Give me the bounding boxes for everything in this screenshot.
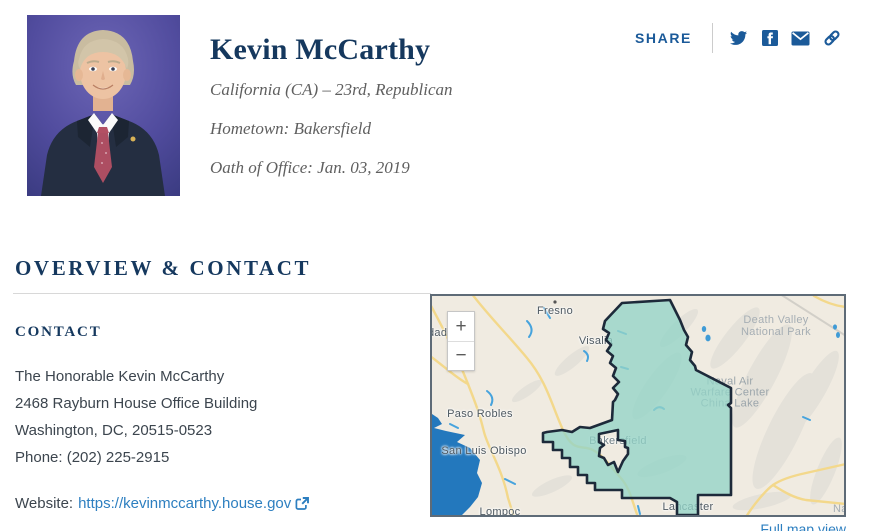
full-map-view-row: Full map view <box>430 521 846 531</box>
share-divider <box>712 23 713 53</box>
map-zoom-control: + − <box>447 311 475 371</box>
map-label-bakersfield: Bakersfield <box>589 435 647 447</box>
map-labels-layer: Fresno Visalia Paso Robles San Luis Obis… <box>432 296 844 515</box>
map-label-death-valley: Death Valley National Park <box>741 314 811 338</box>
external-link-icon <box>295 496 310 510</box>
ocean <box>432 414 482 515</box>
copy-link-icon[interactable] <box>823 29 841 47</box>
website-label: Website: <box>15 495 74 512</box>
map-label-nat-partial: Nat <box>833 503 844 515</box>
website-url[interactable]: https://kevinmccarthy.house.gov <box>78 495 292 512</box>
section-divider <box>13 293 431 294</box>
zoom-out-button[interactable]: − <box>448 341 474 370</box>
map-label-fresno: Fresno <box>536 305 574 317</box>
contact-address: The Honorable Kevin McCarthy 2468 Raybur… <box>15 363 257 471</box>
map-label-visalia: Visalia <box>578 335 614 347</box>
twitter-share-icon[interactable] <box>730 30 749 46</box>
district-map[interactable]: Fresno Visalia Paso Robles San Luis Obis… <box>430 294 846 517</box>
website-row: Website: https://kevinmccarthy.house.gov <box>15 495 310 512</box>
member-name: Kevin McCarthy <box>210 33 431 66</box>
naval-line3: China Lake <box>700 397 760 410</box>
map-label-san-luis-obispo: San Luis Obispo <box>441 445 527 457</box>
map-label-lancaster: Lancaster <box>662 501 714 513</box>
death-valley-line1: Death Valley <box>743 314 809 326</box>
address-line: 2468 Rayburn House Office Building <box>15 395 258 412</box>
map-label-paso-robles: Paso Robles <box>447 408 513 420</box>
map-label-lompoc: Lompoc <box>479 506 521 517</box>
zoom-in-button[interactable]: + <box>448 312 474 341</box>
facebook-share-icon[interactable] <box>762 30 778 46</box>
address-line: The Honorable Kevin McCarthy <box>15 368 225 385</box>
map-label-naval-air-warfare-center: Naval Air Warfare Center China Lake <box>691 376 770 410</box>
full-map-view-link[interactable]: Full map view <box>760 521 846 531</box>
member-hometown: Hometown: Bakersfield <box>210 119 371 138</box>
address-line: Washington, DC, 20515-0523 <box>15 422 213 439</box>
profile-header: Kevin McCarthy California (CA) – 23rd, R… <box>210 33 453 178</box>
email-share-icon[interactable] <box>791 31 810 46</box>
contact-heading: CONTACT <box>15 324 102 340</box>
share-label: SHARE <box>634 30 692 46</box>
member-portrait <box>27 15 180 196</box>
share-icons <box>730 29 841 47</box>
portrait-illustration <box>27 15 180 196</box>
share-bar: SHARE <box>634 23 841 53</box>
address-line: Phone: (202) 225-2915 <box>15 449 170 466</box>
overview-contact-section-title: OVERVIEW & CONTACT <box>15 256 312 280</box>
website-link[interactable]: https://kevinmccarthy.house.gov <box>78 495 310 512</box>
map-label-soledad-partial: dad <box>432 327 448 339</box>
member-district: California (CA) – 23rd, Republican <box>210 80 453 99</box>
death-valley-line2: National Park <box>741 326 811 338</box>
member-oath-of-office: Oath of Office: Jan. 03, 2019 <box>210 158 410 177</box>
